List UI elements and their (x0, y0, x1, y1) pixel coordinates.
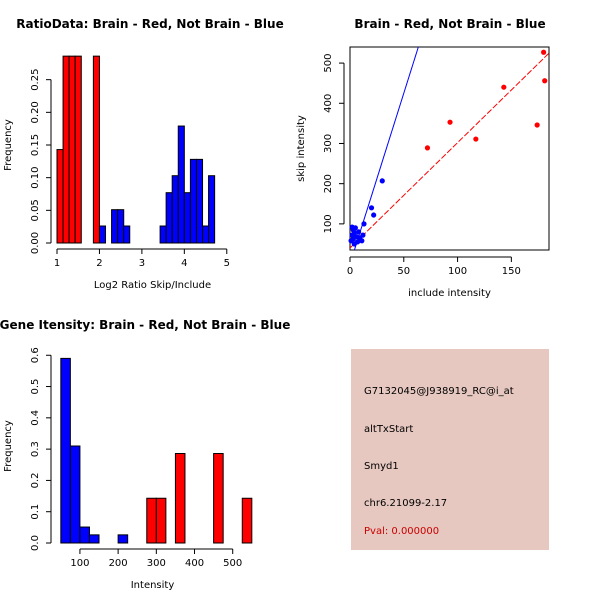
ratio_hist-bar-brain (68, 55, 76, 244)
ratio_hist-bar-not-brain (183, 192, 191, 244)
intensity_hist-bar-not-brain (69, 445, 81, 544)
ratio_hist-bar-brain (92, 55, 100, 244)
gene-name-text: Smyd1 (364, 461, 399, 472)
intensity_hist-bar-brain (155, 497, 167, 544)
intensity_hist-bar-not-brain (79, 526, 90, 544)
intensity_hist-bar-brain (241, 497, 253, 544)
intensity_hist-bar-brain (146, 497, 157, 544)
scatter-x-tick-label: 150 (502, 266, 521, 277)
scatter-point-not-brain (361, 221, 367, 227)
intensity_hist-y-tick-label: 0.4 (30, 410, 41, 426)
location-text: chr6.21099-2.17 (364, 498, 448, 509)
intensity_hist-y-tick-label: 0.1 (30, 504, 41, 520)
scatter-y-axis-label: skip intensity (296, 115, 307, 182)
scatter-point-brain (534, 122, 540, 128)
intensity_hist-y-tick-label: 0.6 (30, 347, 41, 363)
probe-id-text: G7132045@J938919_RC@i_at (364, 386, 514, 397)
ratio_hist-y-tick-label: 0.10 (30, 167, 41, 189)
ratio_hist-bar-not-brain (189, 158, 197, 244)
intensity_hist-y-tick-label: 0.0 (30, 535, 41, 551)
info-panel: G7132045@J938919_RC@i_at altTxStart Smyd… (351, 349, 549, 550)
scatter-y-tick-label: 400 (323, 94, 334, 113)
ratio_hist-y-tick-label: 0.00 (30, 232, 41, 254)
intensity_hist-y-tick-label: 0.2 (30, 472, 41, 488)
scatter-point-brain (473, 136, 479, 142)
ratio_hist-x-tick-label: 2 (96, 258, 102, 269)
ratio_hist-bar-not-brain (98, 225, 107, 244)
ratio_hist-bar-not-brain (171, 175, 179, 244)
pval-text: Pval: 0.000000 (364, 526, 440, 537)
ratio_hist-bar-brain (56, 149, 64, 244)
intensity_hist-x-axis-label: Intensity (131, 580, 175, 591)
ratio_hist-bar-brain (62, 55, 70, 244)
scatter-point-not-brain (359, 238, 365, 244)
scatter-point-brain (424, 145, 431, 151)
intensity_hist-x-tick-label: 200 (109, 558, 128, 569)
scatter-x-axis-label: include intensity (408, 288, 491, 299)
scatter-point-not-brain (352, 225, 358, 231)
scatter-y-tick-label: 100 (323, 214, 334, 233)
ratio_hist-bar-not-brain (208, 175, 216, 244)
scatter-point-not-brain (351, 230, 357, 236)
ratio_hist-bar-not-brain (177, 125, 185, 244)
ratio_hist-bar-not-brain (117, 209, 125, 244)
ratio_hist-bar-not-brain (195, 158, 204, 244)
event-type-text: altTxStart (364, 424, 414, 435)
intensity_hist-y-tick-label: 0.3 (30, 441, 41, 457)
scatter-fit-line-not-brain (353, 47, 419, 250)
scatter-point-brain (501, 84, 507, 90)
intensity_hist-x-tick-label: 400 (185, 558, 204, 569)
intensity_hist-bar-not-brain (60, 357, 71, 544)
ratio_hist-y-tick-label: 0.05 (30, 199, 41, 221)
intensity_hist-x-tick-label: 500 (223, 558, 242, 569)
ratio_hist-x-axis-label: Log2 Ratio Skip/Include (94, 280, 211, 291)
ratio_hist-bar-not-brain (202, 225, 210, 244)
intensity_hist-title: Gene Itensity: Brain - Red, Not Brain - … (0, 318, 290, 332)
intensity_hist-bar-brain (213, 453, 224, 544)
scatter-x-tick-label: 50 (397, 266, 410, 277)
ratio_hist-x-tick-label: 5 (224, 258, 230, 269)
scatter-y-tick-label: 500 (323, 54, 334, 73)
ratio_hist-y-axis-label: Frequency (3, 119, 14, 171)
scatter-plot-frame (349, 46, 550, 251)
ratio_hist-bar-not-brain (159, 225, 167, 244)
ratio_hist-bar-not-brain (111, 209, 119, 244)
ratio_hist-y-tick-label: 0.20 (30, 101, 41, 123)
scatter-fit-line-brain (350, 52, 549, 249)
ratio_hist-bar-brain (74, 55, 82, 244)
scatter-point-not-brain (368, 205, 375, 211)
intensity_hist-bar-not-brain (88, 534, 100, 544)
scatter-point-not-brain (360, 232, 366, 238)
intensity_hist-bar-not-brain (117, 534, 129, 544)
ratio_hist-x-tick-label: 1 (54, 258, 60, 269)
ratio_hist-title: RatioData: Brain - Red, Not Brain - Blue (16, 17, 283, 31)
intensity_hist-x-tick-label: 300 (147, 558, 166, 569)
scatter-point-brain (542, 78, 548, 84)
ratio_hist-bar-not-brain (123, 225, 131, 244)
ratio_hist-x-tick-label: 3 (139, 258, 145, 269)
scatter-point-brain (447, 119, 453, 125)
scatter-point-not-brain (356, 229, 362, 235)
scatter-x-tick-label: 0 (347, 266, 353, 277)
scatter-point-not-brain (371, 212, 377, 218)
ratio_hist-bar-not-brain (165, 192, 173, 244)
scatter-title: Brain - Red, Not Brain - Blue (354, 17, 545, 31)
scatter-y-tick-label: 300 (323, 134, 334, 153)
ratio_hist-y-tick-label: 0.15 (30, 134, 41, 156)
intensity_hist-bar-brain (174, 453, 186, 544)
ratio_hist-y-tick-label: 0.25 (30, 69, 41, 91)
scatter-point-not-brain (354, 239, 361, 245)
scatter-x-tick-label: 100 (448, 266, 467, 277)
intensity_hist-y-tick-label: 0.5 (30, 379, 41, 395)
ratio_hist-x-tick-label: 4 (181, 258, 187, 269)
intensity_hist-y-axis-label: Frequency (3, 420, 14, 472)
scatter-y-tick-label: 200 (323, 174, 334, 193)
intensity_hist-x-tick-label: 100 (70, 558, 89, 569)
scatter-point-not-brain (379, 178, 385, 184)
scatter-point-brain (541, 49, 547, 55)
